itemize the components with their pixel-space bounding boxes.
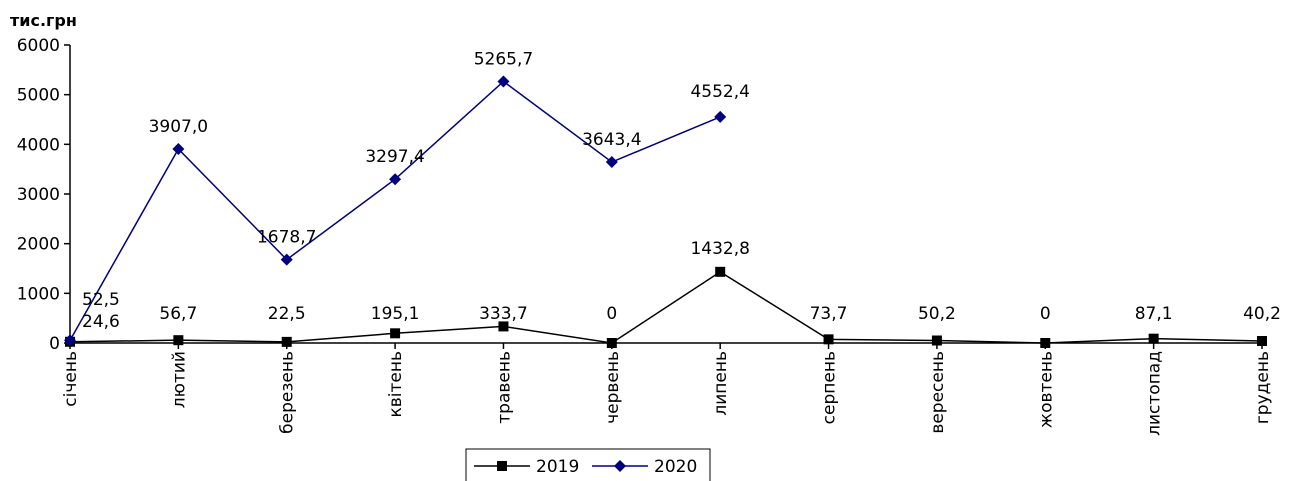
legend: 2019 2020 [465, 448, 711, 481]
y-tick-label: 4000 [17, 135, 60, 155]
y-tick-label: 1000 [17, 284, 60, 304]
x-tick-label: листопад [1145, 351, 1165, 436]
x-tick-label: червень [603, 351, 623, 424]
data-point-2020 [389, 173, 402, 186]
x-tick-label: вересень [928, 351, 948, 434]
data-label-2020: 52,5 [82, 290, 120, 310]
data-label-2020: 5265,7 [474, 49, 533, 69]
data-label-2019: 40,2 [1243, 304, 1281, 324]
y-tick-label: 2000 [17, 235, 60, 255]
series-line-2019 [69, 270, 1263, 344]
data-point-2020 [280, 253, 293, 266]
data-point-2019 [281, 336, 292, 347]
data-label-2019: 195,1 [371, 304, 420, 324]
data-label-2019: 0 [1040, 304, 1051, 324]
y-axis-title: тис.грн [10, 11, 77, 30]
data-point-2019 [1148, 333, 1159, 344]
data-point-2019 [606, 338, 617, 348]
data-label-2019: 0 [606, 304, 617, 324]
y-tick-label: 0 [49, 334, 60, 354]
x-tick-label: лютий [169, 351, 189, 408]
x-tick-label: серпень [820, 351, 840, 424]
x-tick-label: грудень [1253, 351, 1273, 424]
data-label-2019: 50,2 [918, 304, 956, 324]
y-tick-label: 6000 [17, 36, 60, 56]
data-label-2019: 24,6 [82, 312, 120, 332]
data-point-2019 [931, 335, 942, 346]
data-labels: 24,6 56,7 22,5 195,1 333,7 0 1432,8 73,7 50,2 0 87… [82, 49, 1281, 332]
series-lines [64, 75, 1267, 348]
x-tick-label: липень [711, 351, 731, 416]
data-point-2020 [172, 142, 185, 155]
data-label-2019: 333,7 [479, 304, 528, 324]
data-point-2019 [173, 335, 184, 346]
data-point-2020 [605, 156, 618, 169]
x-tick-label: квітень [386, 351, 406, 418]
data-point-2020 [64, 334, 76, 347]
legend-label-2019: 2019 [536, 457, 579, 477]
data-label-2019: 56,7 [159, 304, 197, 324]
y-tick-label: 3000 [17, 185, 60, 205]
data-point-2019 [823, 334, 834, 345]
legend-marker-2020 [614, 460, 626, 472]
axes: 0 1000 2000 3000 4000 5000 6000 січень лютий бере… [17, 36, 1273, 436]
x-tick-label: травень [494, 351, 514, 424]
y-tick-label: 5000 [17, 86, 60, 106]
data-label-2020: 3907,0 [149, 117, 208, 137]
data-label-2019: 1432,8 [690, 239, 749, 259]
data-label-2019: 73,7 [810, 304, 848, 324]
data-point-2019 [1040, 338, 1051, 348]
data-point-2019 [1257, 336, 1267, 347]
data-label-2019: 22,5 [268, 304, 306, 324]
data-label-2020: 1678,7 [257, 228, 316, 248]
x-tick-label: березень [278, 351, 298, 434]
data-point-2019 [390, 328, 401, 339]
legend-marker-2019 [497, 461, 507, 471]
data-label-2020: 3643,4 [582, 130, 641, 150]
data-label-2020: 3297,4 [365, 147, 424, 167]
data-point-2020 [497, 75, 510, 88]
data-label-2019: 87,1 [1135, 304, 1173, 324]
data-point-2019 [498, 321, 509, 332]
data-point-2019 [715, 266, 726, 277]
x-tick-label: січень [61, 351, 81, 407]
x-tick-label: жовтень [1036, 351, 1056, 428]
data-point-2020 [714, 110, 727, 123]
data-label-2020: 4552,4 [690, 82, 749, 102]
legend-label-2020: 2020 [654, 457, 697, 477]
